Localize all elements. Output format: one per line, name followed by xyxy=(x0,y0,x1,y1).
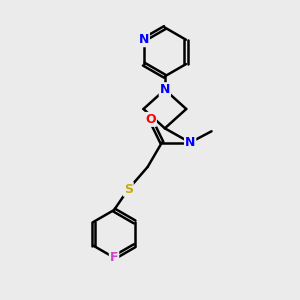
Text: N: N xyxy=(139,33,149,46)
Text: N: N xyxy=(185,136,195,149)
Text: N: N xyxy=(160,83,170,96)
Text: O: O xyxy=(145,113,156,126)
Text: S: S xyxy=(124,183,133,196)
Text: F: F xyxy=(110,251,118,264)
